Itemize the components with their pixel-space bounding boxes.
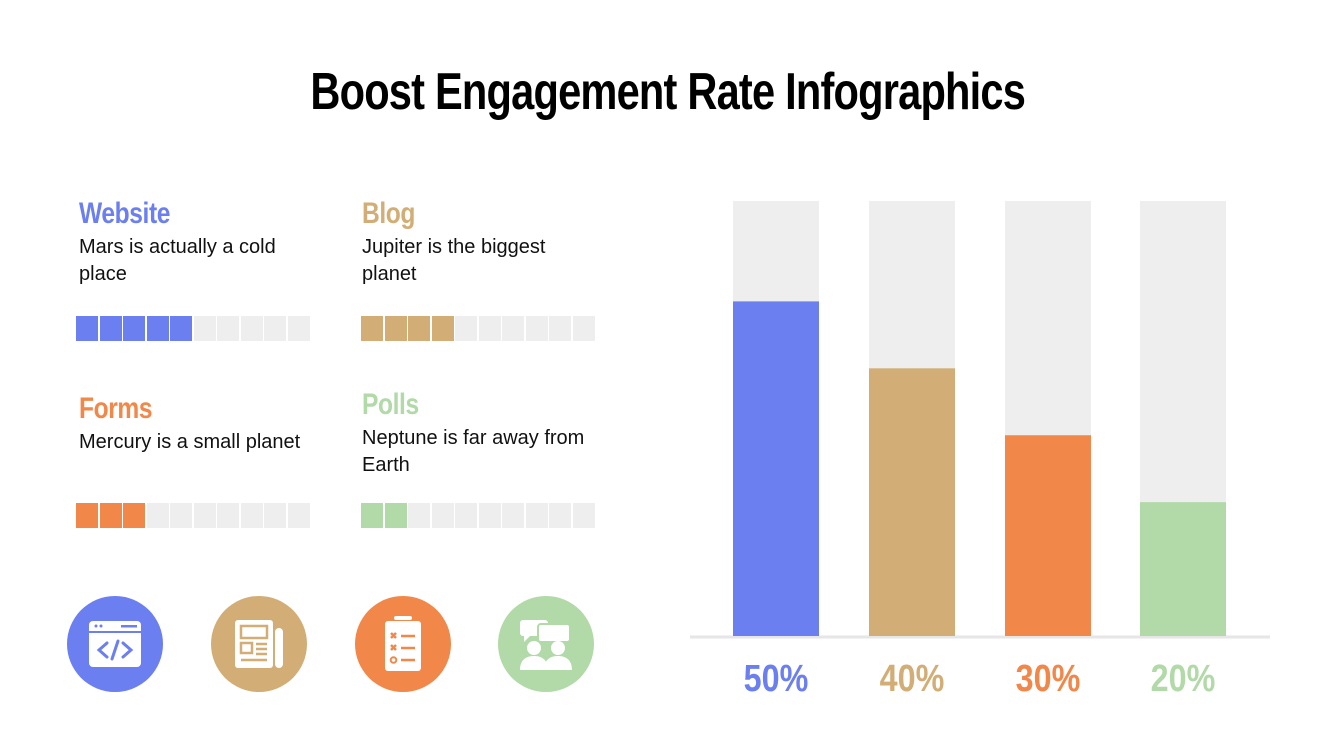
progress-segment-empty [549,503,571,528]
progress-segment-empty [525,503,548,528]
progress-segment-empty [572,503,595,528]
progress-segment-filled [361,316,383,341]
progress-segment-filled [76,503,98,528]
progress-segment-empty [455,316,477,341]
bar-value-label: 40% [879,658,945,700]
progress-segment-filled [146,316,169,341]
progress-segment-empty [572,316,595,341]
progress-segment-filled [99,503,122,528]
progress-segment-empty [170,503,192,528]
progress-segment-filled [361,503,383,528]
progress-segment-empty [287,503,310,528]
card-forms: Forms Mercury is a small planet [79,391,339,456]
progress-segment-empty [431,503,454,528]
browser-code-icon [67,596,163,692]
progress-segment-filled [170,316,192,341]
bar-blog [869,368,955,636]
bar-track [1005,201,1091,636]
bar-polls [1140,502,1226,636]
progress-website [76,316,310,341]
progress-segment-empty [193,316,216,341]
card-heading: Forms [79,392,153,425]
progress-segment-empty [549,316,571,341]
card-heading: Website [79,197,171,230]
people-chat-icon [498,596,594,692]
progress-polls [361,503,595,528]
card-website: Website Mars is actually a cold place [79,196,339,288]
progress-segment-empty [478,316,501,341]
newspaper-icon [211,596,307,692]
card-text: Mercury is a small planet [79,431,301,453]
progress-segment-filled [431,316,454,341]
card-polls: Polls Neptune is far away from Earth [362,387,622,479]
bar-forms [1005,435,1091,636]
card-heading: Polls [362,388,419,421]
progress-segment-filled [123,316,145,341]
progress-segment-filled [76,316,98,341]
bar-value-label: 50% [743,658,809,700]
progress-segment-empty [264,316,286,341]
bar-value-label: 20% [1150,658,1216,700]
bar-value-label: 30% [1015,658,1081,700]
progress-segment-empty [455,503,477,528]
progress-segment-empty [525,316,548,341]
progress-segment-empty [287,316,310,341]
progress-segment-empty [240,316,263,341]
progress-segment-empty [408,503,430,528]
clipboard-checklist-icon [355,596,451,692]
progress-segment-empty [193,503,216,528]
bar-track [733,201,819,636]
progress-segment-filled [99,316,122,341]
page-title: Boost Engagement Rate Infographics [0,62,1336,122]
card-text: Jupiter is the biggest planet [362,236,546,285]
card-text: Neptune is far away from Earth [362,427,585,476]
bar-track [869,201,955,636]
progress-segment-empty [146,503,169,528]
bar-track [1140,201,1226,636]
progress-segment-empty [502,316,524,341]
progress-segment-empty [264,503,286,528]
progress-segment-empty [502,503,524,528]
progress-segment-filled [384,316,407,341]
progress-forms [76,503,310,528]
bar-website [733,301,819,636]
progress-segment-empty [217,503,239,528]
card-blog: Blog Jupiter is the biggest planet [362,196,622,288]
progress-segment-empty [240,503,263,528]
progress-segment-empty [217,316,239,341]
progress-blog [361,316,595,341]
progress-segment-filled [408,316,430,341]
progress-segment-empty [478,503,501,528]
card-heading: Blog [362,197,416,230]
progress-segment-filled [123,503,145,528]
title-text: Boost Engagement Rate Infographics [310,63,1027,121]
progress-segment-filled [384,503,407,528]
card-text: Mars is actually a cold place [79,236,276,285]
